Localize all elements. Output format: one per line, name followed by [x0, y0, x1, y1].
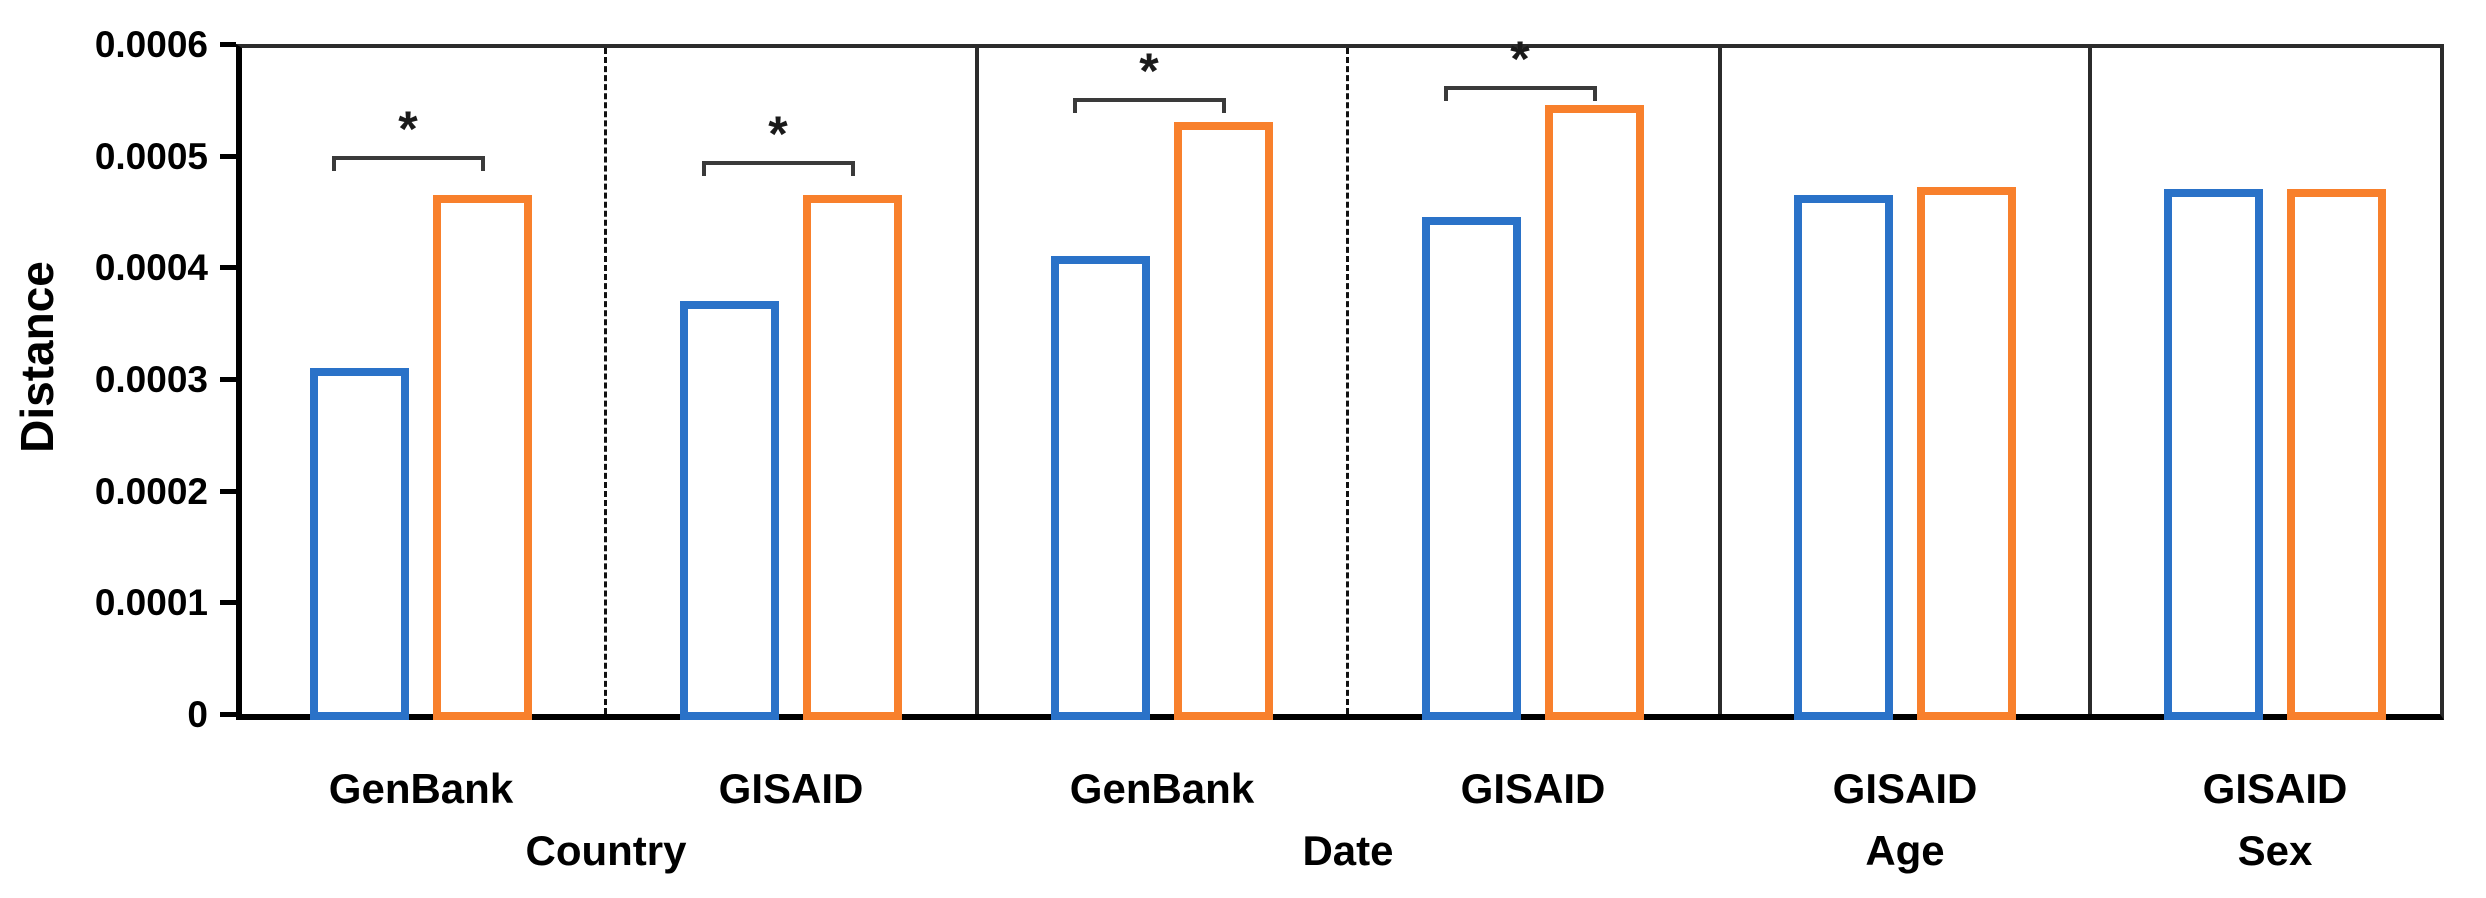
y-tick-mark	[220, 377, 236, 382]
bar-blue-genbank-date	[1051, 256, 1150, 720]
significance-bracket-line	[331, 155, 485, 160]
section-label-country: Country	[525, 827, 687, 874]
panel-separator-solid	[2088, 48, 2092, 714]
significance-star: *	[768, 106, 788, 163]
significance-bracket-line	[1072, 97, 1226, 102]
y-tick-label: 0.0001	[94, 582, 208, 624]
y-tick-label: 0.0005	[94, 135, 208, 177]
significance-bracket-cap-right	[480, 155, 485, 171]
y-tick-mark	[220, 42, 236, 47]
bar-orange-gisaid-age	[1917, 186, 2016, 720]
plot-area	[236, 44, 2444, 720]
x-label-gisaid-5: GISAID	[2202, 765, 2348, 812]
significance-star: *	[1139, 42, 1159, 99]
bar-orange-gisaid-date	[1545, 105, 1644, 720]
y-tick-mark	[220, 153, 236, 159]
bar-orange-genbank-country	[433, 194, 532, 720]
y-tick-label: 0.0006	[94, 24, 208, 65]
significance-bracket-line	[1443, 86, 1597, 91]
x-label-gisaid-3: GISAID	[1460, 765, 1606, 812]
significance-bracket-cap-right	[850, 161, 855, 177]
panel-separator-dashed	[604, 48, 607, 714]
bar-orange-gisaid-sex	[2287, 189, 2386, 720]
bar-blue-gisaid-age	[1794, 194, 1893, 720]
bar-blue-genbank-country	[310, 367, 409, 720]
x-label-gisaid-4: GISAID	[1832, 765, 1978, 812]
significance-bracket-line	[701, 161, 855, 166]
y-tick-mark	[220, 265, 236, 271]
significance-bracket-cap-left	[1072, 97, 1077, 113]
bar-blue-gisaid-country	[680, 300, 779, 720]
bar-orange-gisaid-country	[803, 194, 902, 720]
section-label-sex: Sex	[2237, 827, 2313, 874]
panel-separator-dashed	[1346, 48, 1349, 714]
y-tick-label: 0.0003	[94, 359, 208, 400]
section-label-date: Date	[1302, 827, 1394, 874]
bar-orange-genbank-date	[1174, 122, 1273, 720]
x-label-genbank-2: GenBank	[1069, 765, 1255, 812]
y-tick-mark	[220, 712, 236, 717]
panel-separator-solid	[1718, 48, 1722, 714]
significance-bracket-cap-left	[331, 155, 336, 171]
significance-star: *	[1510, 31, 1530, 88]
panel-separator-solid	[975, 48, 979, 714]
x-label-gisaid-1: GISAID	[718, 765, 864, 812]
bar-blue-gisaid-date	[1422, 217, 1521, 720]
significance-bracket-cap-left	[1443, 86, 1448, 102]
significance-bracket-cap-right	[1221, 97, 1226, 113]
bar-blue-gisaid-sex	[2164, 189, 2263, 720]
y-tick-mark	[220, 600, 236, 606]
section-label-age: Age	[1865, 827, 1945, 874]
y-tick-label: 0	[187, 694, 208, 735]
y-tick-label: 0.0002	[94, 470, 208, 512]
significance-bracket-cap-left	[701, 161, 706, 177]
y-tick-mark	[220, 488, 236, 494]
x-label-genbank-0: GenBank	[328, 765, 514, 812]
significance-bracket-cap-right	[1592, 86, 1597, 102]
y-tick-label: 0.0004	[94, 247, 208, 289]
significance-star: *	[398, 100, 418, 157]
